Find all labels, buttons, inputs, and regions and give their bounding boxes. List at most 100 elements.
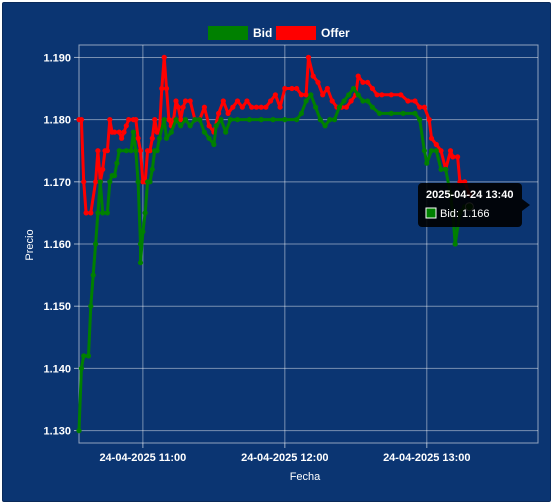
data-point-bid bbox=[147, 179, 153, 185]
data-point-bid bbox=[90, 272, 96, 278]
data-point-bid bbox=[163, 135, 170, 141]
y-axis-title: Precio bbox=[24, 229, 36, 260]
data-point-bid bbox=[400, 110, 406, 116]
legend-item-offer[interactable]: Offer bbox=[276, 26, 350, 40]
data-point-offer bbox=[163, 85, 170, 92]
data-point-bid bbox=[227, 117, 233, 123]
tooltip-title: 2025-04-24 13:40 bbox=[426, 189, 513, 201]
data-point-bid bbox=[97, 179, 103, 185]
y-axis-ticks: 1.130 1.140 1.150 1.160 1.170 1.180 1.190 bbox=[43, 52, 71, 437]
data-point-offer bbox=[126, 117, 132, 123]
tooltip-swatch bbox=[425, 207, 437, 219]
data-point-offer bbox=[137, 148, 144, 154]
data-point-bid bbox=[100, 210, 106, 216]
data-point-bid bbox=[355, 92, 361, 98]
data-point-bid bbox=[417, 117, 423, 123]
data-point-bid bbox=[313, 104, 319, 110]
x-tick-label: 24-04-2025 11:00 bbox=[99, 452, 186, 464]
data-point-offer bbox=[398, 92, 404, 98]
data-point-offer bbox=[239, 104, 245, 110]
data-point-offer bbox=[282, 85, 288, 92]
data-point-offer bbox=[272, 92, 278, 98]
data-point-bid bbox=[142, 210, 148, 216]
series-offer bbox=[76, 54, 472, 216]
data-point-offer bbox=[93, 179, 99, 185]
y-tick-label: 1.140 bbox=[43, 363, 71, 375]
y-tick-label: 1.150 bbox=[43, 301, 71, 313]
data-point-offer bbox=[305, 54, 312, 61]
data-point-offer bbox=[348, 98, 354, 104]
data-point-offer bbox=[289, 85, 295, 92]
data-point-offer bbox=[225, 110, 231, 116]
data-point-bid bbox=[388, 110, 394, 116]
data-point-bid bbox=[365, 98, 371, 104]
data-point-bid bbox=[223, 129, 229, 135]
data-point-offer bbox=[220, 98, 226, 104]
data-point-offer bbox=[88, 210, 94, 216]
data-point-offer bbox=[379, 92, 385, 98]
tooltip-box bbox=[418, 183, 522, 227]
data-point-bid bbox=[206, 135, 212, 141]
data-point-offer bbox=[83, 210, 89, 216]
data-point-offer bbox=[426, 117, 432, 123]
data-point-offer bbox=[320, 92, 326, 98]
data-point-bid bbox=[421, 148, 427, 154]
data-point-offer bbox=[121, 129, 127, 135]
data-point-offer bbox=[365, 79, 371, 85]
data-point-offer bbox=[173, 98, 179, 104]
data-point-offer bbox=[81, 179, 87, 185]
data-point-offer bbox=[421, 104, 427, 110]
data-point-offer bbox=[277, 104, 283, 110]
data-point-offer bbox=[135, 135, 141, 141]
x-axis-title: Fecha bbox=[290, 471, 321, 483]
data-point-bid bbox=[135, 179, 141, 185]
data-point-offer bbox=[447, 148, 454, 154]
data-point-bid bbox=[161, 117, 167, 123]
data-point-offer bbox=[324, 85, 330, 92]
data-point-offer bbox=[180, 104, 186, 110]
data-point-bid bbox=[218, 117, 224, 123]
data-point-offer bbox=[95, 148, 101, 154]
data-point-offer bbox=[182, 98, 189, 104]
data-point-offer bbox=[369, 85, 375, 92]
data-point-bid bbox=[104, 210, 110, 216]
data-point-bid bbox=[107, 179, 113, 185]
data-point-offer bbox=[206, 123, 212, 129]
data-point-offer bbox=[315, 79, 321, 85]
data-point-offer bbox=[78, 117, 84, 123]
chart-series bbox=[76, 54, 474, 434]
data-point-offer bbox=[234, 98, 241, 104]
legend[interactable]: Bid Offer bbox=[208, 26, 350, 40]
data-point-offer bbox=[116, 129, 122, 135]
data-point-offer bbox=[159, 85, 165, 92]
data-point-bid bbox=[78, 365, 84, 371]
data-point-bid bbox=[130, 129, 136, 135]
data-point-bid bbox=[327, 117, 333, 123]
data-point-bid bbox=[369, 104, 375, 110]
data-point-bid bbox=[317, 117, 323, 123]
data-point-offer bbox=[433, 141, 439, 148]
x-axis-ticks: 24-04-2025 11:00 24-04-2025 12:00 24-04-20… bbox=[99, 452, 470, 464]
data-point-offer bbox=[428, 135, 435, 141]
legend-item-bid[interactable]: Bid bbox=[208, 26, 272, 40]
data-point-offer bbox=[123, 123, 129, 129]
y-tick-label: 1.130 bbox=[43, 426, 71, 438]
data-point-bid bbox=[282, 117, 288, 123]
data-point-bid bbox=[213, 123, 219, 129]
y-tick-label: 1.190 bbox=[43, 52, 71, 64]
data-point-bid bbox=[173, 117, 179, 123]
data-point-offer bbox=[303, 92, 309, 98]
legend-label-offer: Offer bbox=[321, 26, 350, 40]
data-point-offer bbox=[258, 104, 264, 110]
data-point-bid bbox=[346, 92, 352, 98]
data-point-bid bbox=[322, 123, 328, 129]
data-point-offer bbox=[329, 98, 335, 104]
data-point-bid bbox=[428, 148, 435, 154]
data-point-bid bbox=[294, 117, 300, 123]
data-point-offer bbox=[412, 98, 418, 104]
data-point-bid bbox=[412, 110, 418, 116]
data-point-bid bbox=[76, 428, 82, 434]
data-point-bid bbox=[140, 229, 146, 235]
data-point-offer bbox=[104, 148, 110, 154]
